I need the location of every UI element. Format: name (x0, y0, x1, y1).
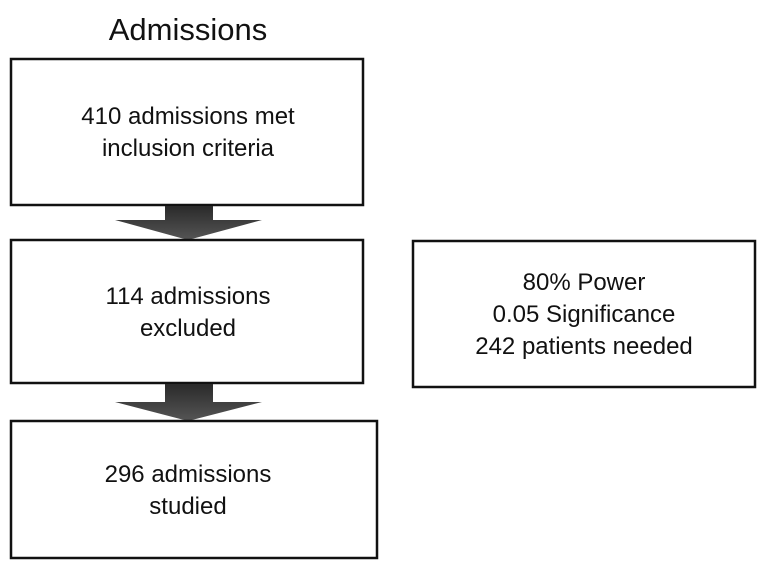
labels: 410 admissions met inclusion criteria 114 … (81, 103, 692, 520)
node-label: excluded (140, 315, 236, 342)
arrow (115, 384, 262, 421)
box (9, 419, 379, 560)
box (9, 57, 365, 207)
box (411, 239, 757, 389)
node-label: 242 patients needed (475, 333, 693, 360)
node-label: 0.05 Significance (493, 301, 676, 328)
arrow (115, 206, 262, 240)
box (9, 238, 365, 385)
node-label: 410 admissions met (81, 103, 295, 130)
node-label: inclusion criteria (102, 135, 275, 162)
node-label: 114 admissions (106, 283, 271, 310)
node-label: 296 admissions (105, 461, 272, 488)
node-label: 80% Power (523, 269, 646, 296)
title: Admissions (109, 12, 268, 47)
node-label: studied (149, 493, 226, 520)
